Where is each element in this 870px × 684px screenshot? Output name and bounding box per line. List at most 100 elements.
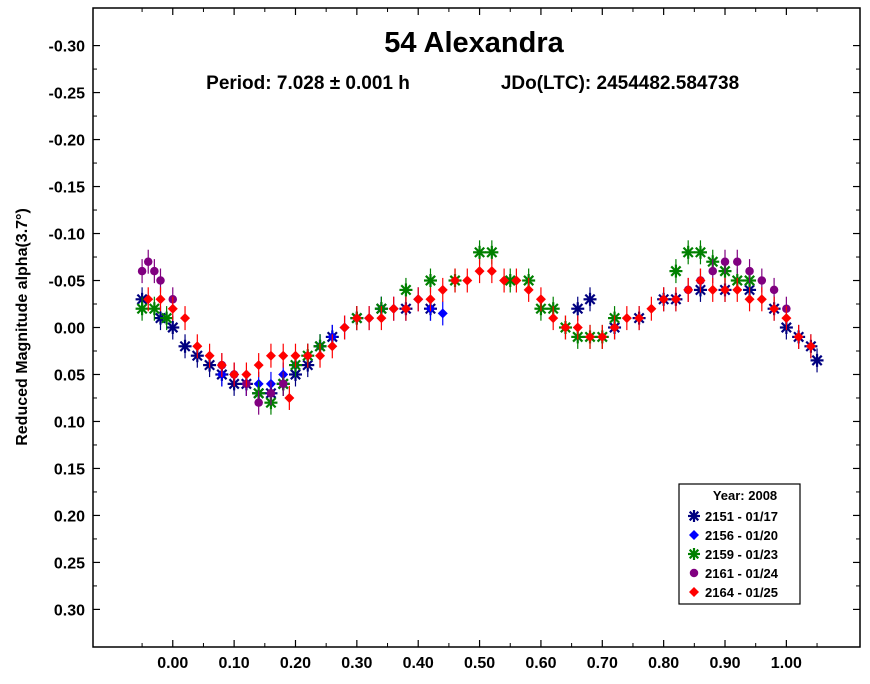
asterisk-stroke: [811, 354, 823, 366]
data-point: [167, 303, 178, 314]
data-point: [733, 257, 742, 266]
data-point: [583, 292, 597, 306]
data-point: [658, 294, 669, 305]
data-point: [143, 257, 153, 266]
data-point: [351, 313, 362, 324]
data-point: [266, 389, 276, 398]
data-point: [473, 245, 487, 259]
data-point: [462, 275, 473, 286]
data-point: [720, 284, 731, 295]
x-tick-label: 0.80: [648, 655, 679, 672]
data-point: [450, 275, 461, 286]
asterisk-stroke: [670, 265, 682, 277]
period-label: Period: 7.028 ± 0.001 h: [206, 73, 410, 94]
data-point: [400, 303, 411, 314]
data-point: [485, 245, 499, 259]
data-point: [376, 313, 387, 324]
data-point: [160, 311, 174, 325]
data-point: [793, 331, 804, 342]
data-point: [634, 313, 645, 324]
data-point: [315, 350, 326, 361]
legend-marker: [689, 530, 699, 540]
data-point: [147, 302, 161, 316]
data-point: [781, 313, 792, 324]
legend-entry-label: 2159 - 01/23: [705, 547, 778, 562]
legend-entry-label: 2156 - 01/20: [705, 528, 778, 543]
axes-layer: -0.30 -0.25 -0.20 -0.15 -0.10 -0.05 0.00 0.05 0.…: [49, 8, 860, 672]
legend-box: [678, 483, 801, 605]
data-point: [278, 379, 288, 389]
y-tick-label: 0.05: [54, 367, 85, 384]
asterisk-stroke: [682, 246, 694, 258]
asterisk-stroke: [400, 284, 412, 296]
x-tick-label: 0.50: [464, 655, 495, 672]
data-point: [511, 275, 522, 286]
data-point: [499, 275, 510, 286]
y-tick-label: -0.05: [49, 274, 86, 291]
data-point: [437, 284, 448, 295]
data-point: [609, 322, 620, 333]
data-point: [216, 360, 227, 371]
y-tick-label: -0.20: [49, 133, 86, 150]
x-tick-label: 0.90: [709, 655, 740, 672]
data-point: [560, 322, 571, 333]
asterisk-stroke: [474, 246, 486, 258]
legend-marker: [689, 568, 699, 578]
data-point: [284, 392, 295, 403]
asterisk-stroke: [584, 293, 596, 305]
chart-title: 54 Alexandra: [384, 27, 564, 59]
asterisk-stroke: [179, 340, 191, 352]
data-point: [339, 322, 350, 333]
asterisk-stroke: [688, 548, 700, 560]
x-tick-label: 0.00: [157, 655, 188, 672]
legend-entry-label: 2151 - 01/17: [705, 509, 778, 524]
y-tick-label: -0.15: [49, 180, 86, 197]
data-point: [597, 331, 608, 342]
data-point: [745, 266, 754, 276]
data-point: [585, 331, 596, 342]
asterisk-stroke: [161, 312, 173, 324]
data-point: [388, 303, 399, 314]
data-point: [156, 276, 165, 285]
asterisk-stroke: [148, 303, 160, 315]
data-point: [670, 294, 681, 305]
x-tick-label: 0.70: [587, 655, 618, 672]
data-point: [708, 266, 717, 276]
epoch-label: JDo(LTC): 2454482.584738: [501, 73, 739, 94]
data-point: [253, 360, 264, 371]
y-tick-label: 0.25: [54, 555, 85, 572]
data-point: [135, 302, 149, 316]
data-point: [681, 245, 695, 259]
data-point: [486, 266, 497, 277]
data-point: [810, 353, 824, 367]
asterisk-stroke: [486, 246, 498, 258]
data-point: [302, 350, 313, 361]
data-point: [474, 266, 485, 277]
x-tick-label: 0.60: [525, 655, 556, 672]
data-point: [744, 294, 755, 305]
legend-marker: [688, 548, 700, 560]
asterisk-stroke: [504, 275, 516, 286]
data-point: [720, 257, 730, 266]
data-point: [669, 264, 683, 278]
x-tick-label: 0.20: [280, 655, 311, 672]
data-point: [399, 283, 413, 297]
y-tick-label: 0.20: [54, 508, 85, 525]
data-point: [646, 303, 657, 314]
points-layer: [135, 240, 824, 415]
legend: Year: 2008 2151 - 01/17 2156 - 01/20 2159 …: [678, 483, 801, 605]
data-point: [137, 266, 147, 276]
data-point: [229, 369, 240, 380]
data-point: [278, 350, 289, 361]
data-point: [327, 341, 338, 352]
asterisk-stroke: [425, 275, 436, 286]
y-tick-label: 0.10: [54, 414, 85, 431]
data-point: [254, 398, 263, 407]
data-point: [769, 303, 780, 314]
data-point: [241, 369, 252, 380]
y-tick-label: -0.25: [49, 86, 86, 103]
y-tick-label: 0.15: [54, 461, 85, 478]
data-point: [425, 294, 436, 305]
